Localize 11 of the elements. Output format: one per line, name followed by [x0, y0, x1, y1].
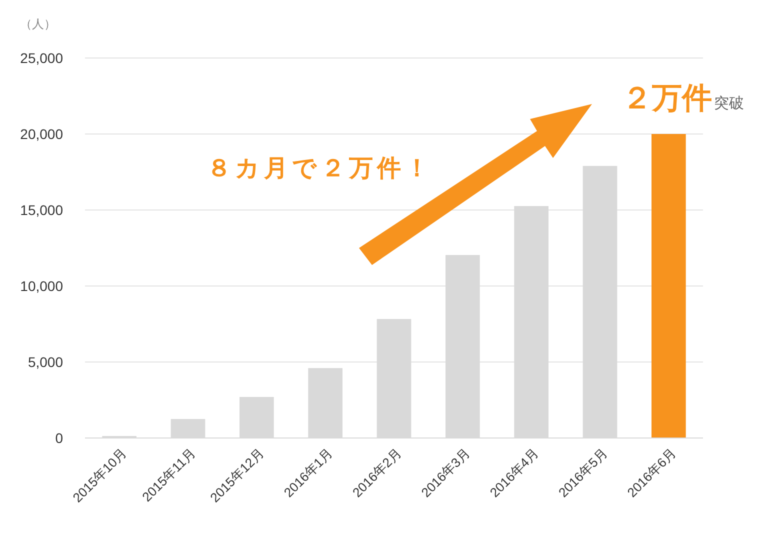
annotation: ２万件 [622, 82, 712, 115]
y-tick-label: 10,000 [20, 278, 64, 294]
y-tick-label: 0 [55, 430, 64, 446]
y-tick-label: 15,000 [20, 202, 64, 218]
y-axis-title: （人） [20, 17, 56, 31]
y-tick-label: 5,000 [28, 354, 64, 370]
annotation: ８カ月で２万件！ [207, 155, 433, 182]
y-tick-label: 25,000 [20, 50, 64, 66]
text: 突破 [714, 95, 744, 112]
y-tick-label: 20,000 [20, 126, 64, 142]
bar [652, 134, 686, 438]
